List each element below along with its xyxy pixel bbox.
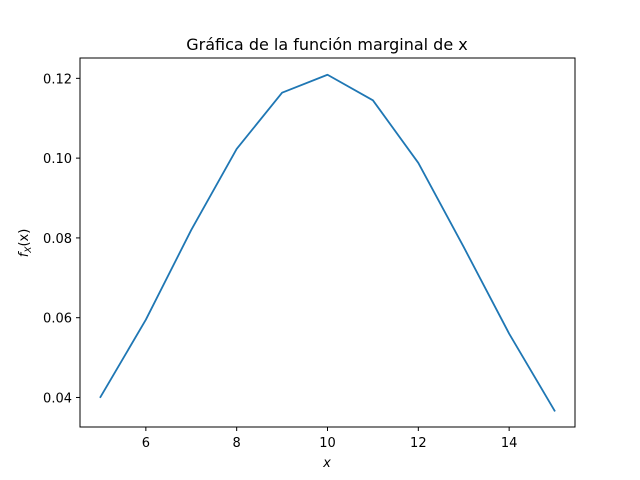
y-axis-label-arg: (x) (17, 229, 32, 247)
chart-title: Gráfica de la función marginal de x (186, 35, 467, 54)
x-tick-label: 6 (142, 436, 150, 451)
y-tick-label: 0.12 (43, 72, 72, 87)
y-tick-label: 0.08 (43, 232, 72, 247)
x-tick-label: 8 (233, 436, 241, 451)
y-axis-label-sub: X (24, 246, 34, 254)
y-tick-label: 0.10 (43, 152, 72, 167)
plot-lines (99, 73, 556, 412)
series-line (99, 73, 556, 412)
x-axis-label: x (322, 456, 331, 471)
plot-frame (79, 57, 576, 428)
x-axis-ticks: 6 8 10 12 14 (142, 427, 518, 451)
y-axis-label: fX(x) (17, 229, 34, 258)
y-tick-label: 0.06 (43, 312, 72, 327)
x-tick-label: 10 (319, 436, 336, 451)
y-axis-ticks: 0.04 0.06 0.08 0.10 0.12 (43, 72, 80, 406)
y-axis-label-main: f (17, 250, 32, 257)
x-tick-label: 14 (501, 436, 518, 451)
y-tick-label: 0.04 (43, 391, 72, 406)
x-tick-label: 12 (410, 436, 427, 451)
